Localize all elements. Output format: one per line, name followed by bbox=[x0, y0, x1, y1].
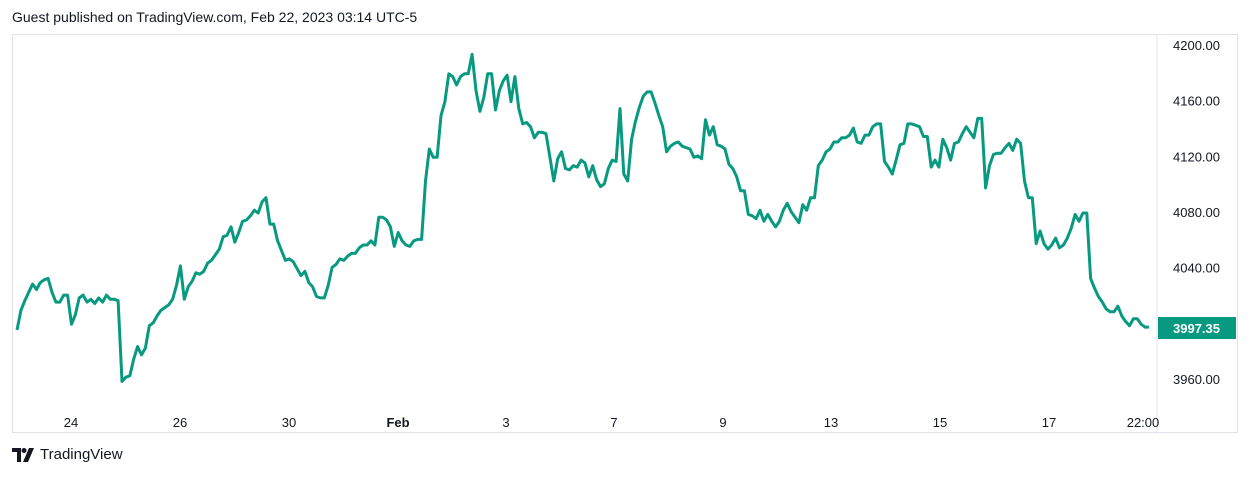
time-axis[interactable]: 24 26 30 Feb 3 7 9 13 15 17 22:00 bbox=[64, 415, 1160, 430]
y-tick-label: 4080.00 bbox=[1173, 205, 1220, 220]
chart-panel[interactable]: 4200.00 4160.00 4120.00 4080.00 4040.00 3960.… bbox=[12, 34, 1239, 434]
x-tick-label: 13 bbox=[824, 415, 838, 430]
x-tick-label: 24 bbox=[64, 415, 78, 430]
x-tick-label: 9 bbox=[719, 415, 726, 430]
publish-attribution: Guest published on TradingView.com, Feb … bbox=[12, 9, 418, 25]
y-tick-label: 4200.00 bbox=[1173, 38, 1220, 53]
price-chart[interactable]: 4200.00 4160.00 4120.00 4080.00 4040.00 3960.… bbox=[13, 35, 1239, 434]
last-price-label-bg bbox=[1158, 317, 1236, 340]
x-tick-label: 17 bbox=[1042, 415, 1056, 430]
last-price-marker: 3997.35 bbox=[1158, 317, 1236, 340]
x-tick-label: 22:00 bbox=[1127, 415, 1160, 430]
series-layer bbox=[15, 52, 1149, 383]
tradingview-logo-icon bbox=[12, 447, 34, 462]
y-tick-label: 4040.00 bbox=[1173, 261, 1220, 276]
x-tick-label: 3 bbox=[502, 415, 509, 430]
y-tick-label: 4160.00 bbox=[1173, 94, 1220, 109]
price-axis[interactable]: 4200.00 4160.00 4120.00 4080.00 4040.00 3960.… bbox=[1173, 38, 1220, 387]
x-tick-label: Feb bbox=[386, 415, 409, 430]
x-tick-label: 26 bbox=[173, 415, 187, 430]
y-tick-label: 3960.00 bbox=[1173, 372, 1220, 387]
price-series-line bbox=[15, 52, 1149, 383]
last-price-label: 3997.35 bbox=[1173, 321, 1220, 336]
x-tick-label: 30 bbox=[282, 415, 296, 430]
x-tick-label: 15 bbox=[933, 415, 947, 430]
y-tick-label: 4120.00 bbox=[1173, 149, 1220, 164]
x-tick-label: 7 bbox=[610, 415, 617, 430]
brand-footer[interactable]: TradingView bbox=[12, 446, 123, 463]
brand-name: TradingView bbox=[40, 446, 123, 463]
